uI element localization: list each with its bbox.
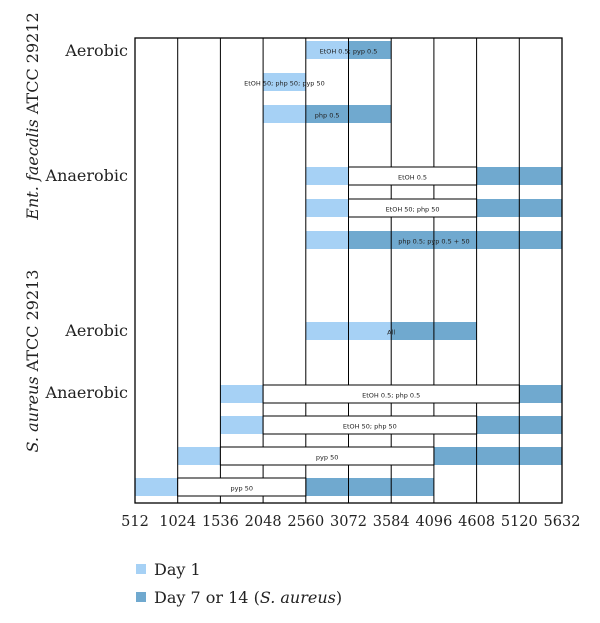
x-tick-label: 512 [121, 514, 149, 530]
bar-label: All [387, 329, 395, 337]
bar-label: EtOH 0.5 [398, 174, 427, 182]
bar-day7 [348, 41, 392, 59]
bar-box [219, 446, 435, 466]
organism-label-italic: S. aureus [23, 376, 42, 452]
legend-label-day7-text: Day 7 or 14 [154, 587, 249, 607]
chart: EtOH 0.5; pyp 0.5 EtOH 50; php 50; pyp 50… [23, 12, 581, 530]
x-tick-label: 4608 [458, 514, 495, 530]
condition-label: Aerobic [64, 321, 128, 340]
x-tick-label: 3584 [373, 514, 410, 530]
legend-item-day7: Day 7 or 14 (S. aureus) [136, 583, 342, 611]
organism-label-strain: ATCC 29212 [23, 12, 42, 119]
bar-day7 [433, 447, 562, 465]
legend-item-day1: Day 1 [136, 555, 342, 583]
bar-label: php 0.5 [315, 112, 340, 120]
bar-day7 [348, 231, 562, 249]
legend: Day 1 Day 7 or 14 (S. aureus) [136, 555, 342, 611]
x-tick-label: 1536 [202, 514, 239, 530]
bar-day1 [305, 231, 349, 249]
legend-swatch-day1 [136, 564, 146, 574]
legend-swatch-day7 [136, 592, 146, 602]
x-tick-label: 5632 [544, 514, 581, 530]
bar-day1 [220, 416, 264, 434]
organism-label-italic: Ent. faecalis [23, 119, 42, 220]
bar-day1 [263, 73, 306, 91]
condition-label: Anaerobic [45, 383, 129, 402]
bar-label: pyp 50 [316, 454, 338, 462]
bar-day7 [519, 385, 562, 403]
bar-box [348, 166, 478, 186]
x-tick-label: 4096 [415, 514, 452, 530]
bar-day1 [135, 478, 178, 496]
bar-label: EtOH 50; php 50; pyp 50 [244, 80, 325, 88]
bar-box [262, 415, 478, 435]
x-tick-label: 1024 [159, 514, 196, 530]
bar-day1 [305, 199, 349, 217]
legend-label-day1: Day 1 [154, 559, 201, 579]
condition-label: Aerobic [64, 41, 128, 60]
bar-day1 [220, 385, 264, 403]
bar-day1 [263, 105, 306, 123]
organism-label-strain: ATCC 29213 [23, 270, 42, 377]
x-tick-label: 2048 [245, 514, 282, 530]
bar-label: php 0.5; pyp 0.5 + 50 [398, 238, 469, 246]
bar-label: EtOH 50; php 50 [343, 423, 397, 431]
plot-frame [134, 37, 563, 504]
bar-label: EtOH 0.5; php 0.5 [362, 392, 420, 400]
bar-day1 [305, 41, 349, 59]
bar-day1 [177, 447, 221, 465]
x-tick-label: 3072 [330, 514, 367, 530]
x-tick-label: 5120 [501, 514, 538, 530]
bar-box [177, 477, 307, 497]
bar-day1 [305, 167, 349, 185]
bar-box [262, 384, 520, 404]
bar-label: pyp 50 [231, 485, 253, 493]
legend-label-day7: Day 7 or 14 (S. aureus) [154, 587, 343, 607]
organism-label: S. aureus ATCC 29213 [23, 270, 42, 453]
bar-label: EtOH 50; php 50 [386, 206, 440, 214]
bar-day7 [305, 478, 434, 496]
organism-label: Ent. faecalis ATCC 29212 [23, 12, 42, 220]
bar-box [348, 198, 478, 218]
x-tick-label: 2560 [287, 514, 324, 530]
condition-label: Anaerobic [45, 166, 129, 185]
legend-label-day7-note: S. aureus [259, 587, 336, 607]
bar-label: EtOH 0.5; pyp 0.5 [320, 48, 378, 56]
